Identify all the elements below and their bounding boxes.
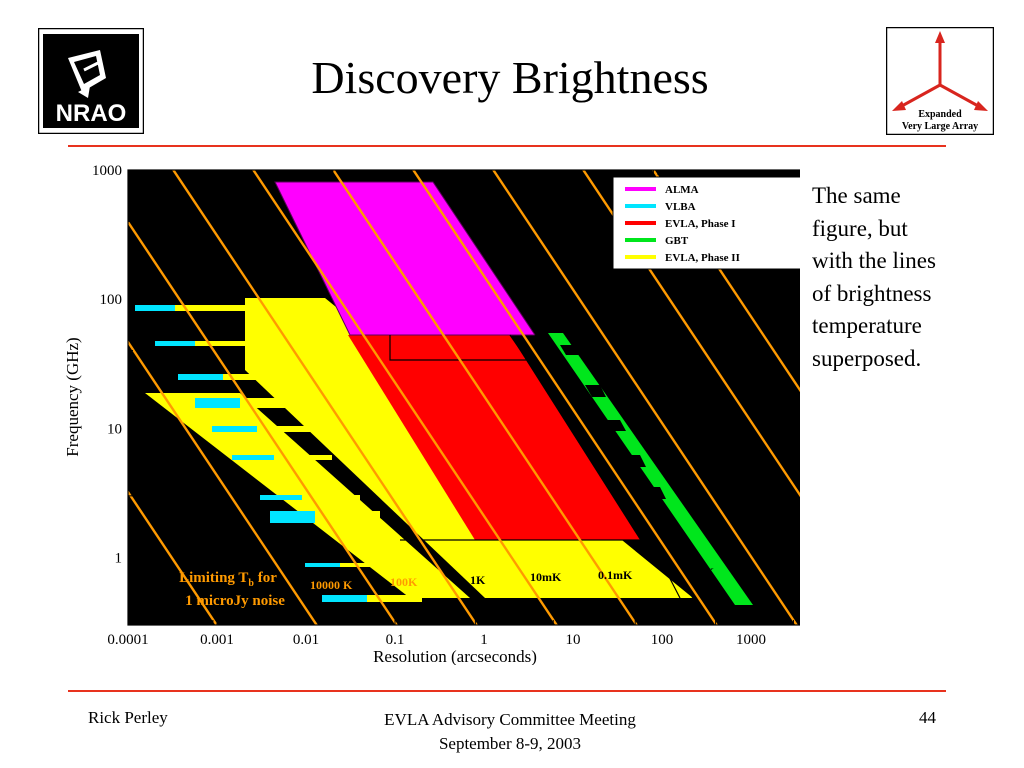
brightness-line: [128, 489, 219, 625]
brightness-line: [331, 170, 639, 625]
brightness-label: 1μK: [692, 565, 715, 579]
legend-label: EVLA, Phase I: [665, 218, 736, 230]
gbt-gaps: [560, 345, 666, 499]
nrao-logo: NRAO: [37, 27, 145, 135]
side-text-line: temperature: [812, 313, 922, 338]
annotation-line2: 1 microJy noise: [185, 593, 285, 609]
side-text-line: of brightness: [812, 280, 932, 306]
svg-text:Limiting Tb for: Limiting Tb for: [179, 570, 277, 589]
legend-label: ALMA: [665, 184, 699, 196]
legend-label: EVLA, Phase II: [665, 252, 740, 264]
y-axis-ticks: [128, 169, 138, 610]
y-axis-title: Frequency (GHz): [63, 337, 82, 456]
x-tick-label: 0.01: [293, 632, 319, 648]
side-text-line: The same: [812, 183, 901, 208]
legend-label: GBT: [665, 235, 689, 247]
footer-page-number: 44: [919, 708, 936, 727]
evla-logo-icon: Expanded Very Large Array: [885, 26, 995, 136]
x-tick-label: 0.001: [200, 632, 234, 648]
side-description: The same figure, but with the lines of brig…: [812, 180, 982, 375]
x-tick-label: 10: [566, 632, 581, 648]
brightness-line: [251, 170, 559, 625]
side-text-line: figure, but: [812, 215, 908, 241]
side-text-line: superposed.: [812, 345, 922, 371]
brightness-label: 0.1mK: [598, 568, 633, 582]
brightness-label: 10000 K: [310, 578, 353, 592]
chart-legend: ALMA VLBA EVLA, Phase I GBT EVLA, Phase II: [612, 176, 800, 270]
annotation-subscript: b: [248, 578, 254, 589]
footer-meeting: EVLA Advisory Committee Meeting Septembe…: [340, 708, 680, 756]
footer-author: Rick Perley: [88, 708, 168, 727]
region-evla-phase-i: [348, 335, 640, 540]
brightness-line: [491, 170, 799, 625]
bottom-divider: [68, 690, 946, 692]
region-gbt: [548, 333, 753, 605]
nrao-logo-icon: NRAO: [37, 27, 145, 135]
brightness-line: [128, 339, 319, 625]
page-title: Discovery Brightness: [311, 52, 709, 103]
x-tick-label: 0.0001: [107, 632, 148, 648]
limiting-tb-annotation: Limiting Tb for 1 microJy noise: [179, 570, 285, 609]
evla-logo: Expanded Very Large Array: [885, 26, 995, 136]
brightness-line: [128, 219, 399, 625]
brightness-label: 1K: [470, 573, 486, 587]
evla-logo-line1: Expanded: [918, 109, 962, 120]
evla-logo-line2: Very Large Array: [902, 121, 978, 132]
annotation-line1: Limiting T: [179, 570, 248, 586]
brightness-label: 10mK: [530, 570, 562, 584]
y-tick-label: 1000: [92, 165, 122, 179]
x-tick-label: 1000: [736, 632, 766, 648]
x-tick-label: 0.1: [386, 632, 405, 648]
top-divider: [68, 145, 946, 147]
side-text-line: with the lines: [812, 248, 936, 273]
y-tick-label: 1: [115, 550, 123, 566]
brightness-line: [171, 170, 479, 625]
y-axis-tick-labels: 1 10 100 1000: [92, 165, 122, 566]
footer-meeting-line2: September 8-9, 2003: [438, 734, 582, 753]
annotation-line1-suffix: for: [254, 570, 277, 586]
brightness-label: 100K: [390, 575, 418, 589]
brightness-line: [411, 170, 719, 625]
y-tick-label: 10: [107, 421, 122, 437]
outline-lines: [389, 334, 694, 599]
nrao-logo-text: NRAO: [56, 100, 127, 127]
x-axis-title: Resolution (arcseconds): [373, 647, 537, 665]
x-tick-label: 100: [651, 632, 674, 648]
y-tick-label: 100: [100, 292, 123, 308]
footer-meeting-line1: EVLA Advisory Committee Meeting: [384, 710, 636, 729]
x-tick-label: 1: [480, 632, 488, 648]
x-axis-ticks: [127, 170, 794, 625]
legend-label: VLBA: [665, 201, 696, 213]
